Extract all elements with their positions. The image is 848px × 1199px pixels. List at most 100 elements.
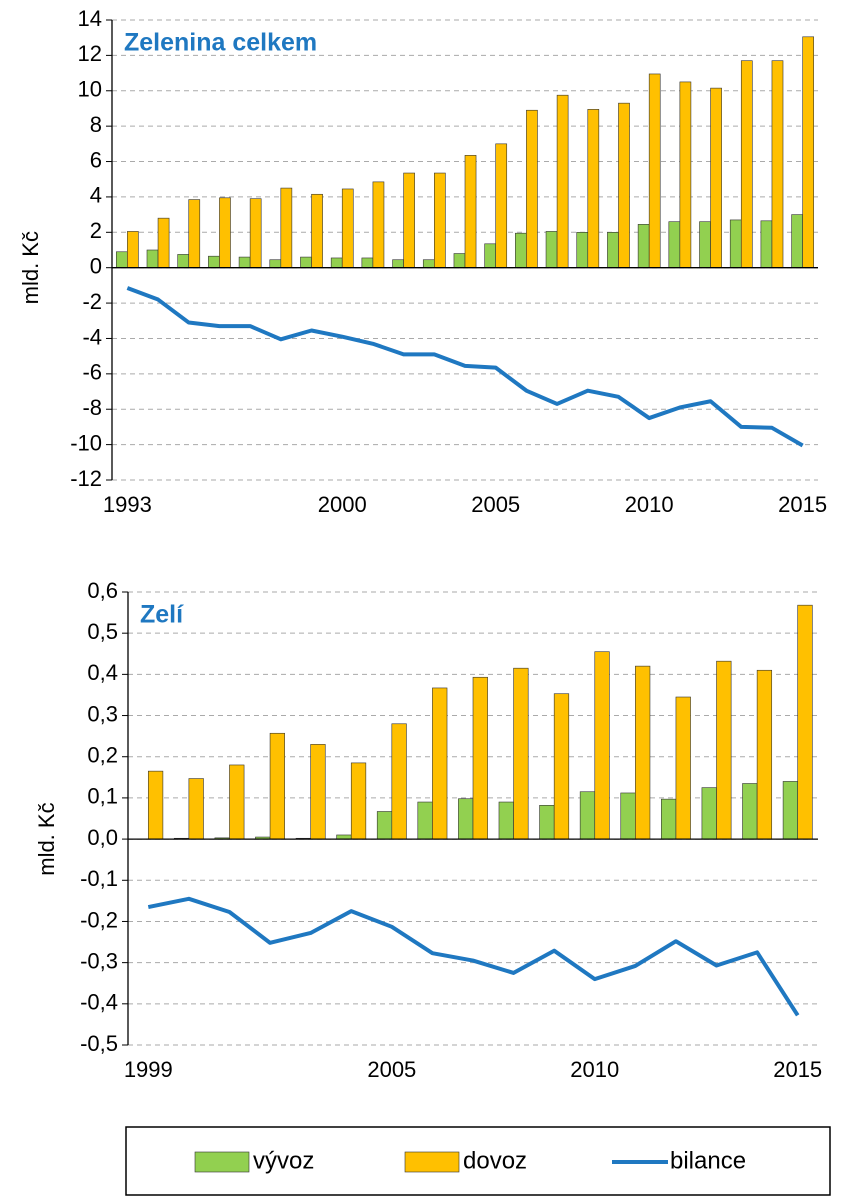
- legend-label: dovoz: [463, 1147, 527, 1174]
- bar: [729, 219, 742, 268]
- bar: [249, 198, 262, 268]
- bar: [372, 181, 385, 268]
- bar: [208, 255, 220, 268]
- bar: [376, 811, 393, 840]
- y-tick-label: -0,5: [80, 1031, 118, 1056]
- bar: [269, 259, 282, 268]
- y-tick-label: 2: [90, 218, 102, 243]
- bar: [238, 256, 251, 268]
- y-tick-label: 10: [78, 77, 102, 102]
- bar: [716, 660, 732, 840]
- bar: [742, 783, 758, 840]
- y-tick-label: -10: [70, 430, 102, 455]
- x-tick-label: 2010: [570, 1057, 619, 1082]
- x-tick-label: 1993: [103, 492, 152, 517]
- bar: [472, 676, 488, 840]
- bar: [361, 257, 374, 268]
- legend-swatch: [404, 1151, 460, 1173]
- x-tick-label: 2000: [318, 492, 367, 517]
- bar: [675, 696, 691, 840]
- y-tick-label: 0,5: [87, 619, 118, 644]
- chart-title: Zelenina celkem: [124, 29, 317, 57]
- y-tick-label: -0,4: [80, 990, 118, 1015]
- bar: [579, 791, 596, 840]
- legend-label: vývoz: [253, 1147, 314, 1174]
- bar: [648, 73, 661, 268]
- bar: [432, 687, 448, 840]
- bar: [403, 172, 415, 268]
- y-tick-label: 0,3: [87, 701, 118, 726]
- x-tick-label: 2015: [778, 492, 827, 517]
- bar: [802, 36, 815, 268]
- y-tick-label: 8: [90, 112, 102, 137]
- bar: [556, 94, 569, 268]
- legend-label: bilance: [670, 1147, 746, 1174]
- legend-swatch: [194, 1151, 250, 1173]
- bar: [701, 787, 717, 840]
- bar: [341, 188, 354, 268]
- y-tick-label: 4: [90, 183, 102, 208]
- bar: [422, 259, 435, 268]
- y-tick-label: 0,1: [87, 784, 118, 809]
- chart-title: Zelí: [140, 601, 184, 629]
- x-tick-label: 1999: [124, 1057, 173, 1082]
- y-tick-label: 0: [90, 254, 102, 279]
- bar: [679, 81, 692, 268]
- y-axis-label: mld. Kč: [34, 802, 59, 875]
- bar: [417, 801, 433, 840]
- bar: [177, 254, 190, 268]
- y-tick-label: -2: [82, 289, 102, 314]
- bar: [458, 798, 474, 840]
- x-tick-label: 2005: [367, 1057, 416, 1082]
- bar: [699, 221, 711, 268]
- bar: [392, 259, 404, 268]
- bar: [311, 193, 323, 268]
- y-tick-label: 0,4: [87, 660, 118, 685]
- bar: [587, 109, 600, 268]
- bar: [330, 257, 343, 268]
- bar: [269, 732, 285, 840]
- y-axis-label: mld. Kč: [18, 231, 43, 304]
- bar: [188, 199, 201, 268]
- bar: [756, 669, 773, 840]
- y-tick-label: 12: [78, 41, 102, 66]
- bar: [498, 801, 514, 840]
- bar: [620, 792, 636, 840]
- bar: [229, 764, 245, 840]
- x-tick-label: 2015: [773, 1057, 822, 1082]
- bar: [219, 197, 231, 268]
- bar: [515, 232, 527, 268]
- bar: [513, 667, 529, 840]
- bar: [661, 798, 677, 840]
- y-tick-label: 14: [78, 6, 102, 31]
- y-tick-label: -12: [70, 466, 102, 491]
- y-tick-label: -4: [82, 324, 102, 349]
- bar: [553, 693, 570, 840]
- bar: [300, 256, 312, 268]
- bar: [484, 243, 496, 268]
- y-tick-label: 0,2: [87, 743, 118, 768]
- bar: [453, 253, 466, 268]
- y-tick-label: -0,1: [80, 866, 118, 891]
- bar: [607, 232, 619, 268]
- bar: [115, 251, 128, 268]
- bar: [434, 172, 446, 268]
- y-tick-label: 0,0: [87, 825, 118, 850]
- bar: [797, 604, 813, 840]
- line: [147, 896, 800, 1017]
- bar: [188, 778, 204, 840]
- y-tick-label: -6: [82, 360, 102, 385]
- bar: [637, 224, 650, 268]
- bar: [618, 102, 630, 268]
- x-tick-label: 2005: [471, 492, 520, 517]
- bar: [280, 187, 293, 268]
- bar: [350, 762, 367, 840]
- y-tick-label: 0,6: [87, 578, 118, 603]
- y-tick-label: -0,2: [80, 907, 118, 932]
- y-tick-label: 6: [90, 147, 102, 172]
- bar: [464, 155, 477, 268]
- bar: [782, 781, 799, 840]
- bar: [391, 723, 407, 840]
- bar: [594, 651, 610, 840]
